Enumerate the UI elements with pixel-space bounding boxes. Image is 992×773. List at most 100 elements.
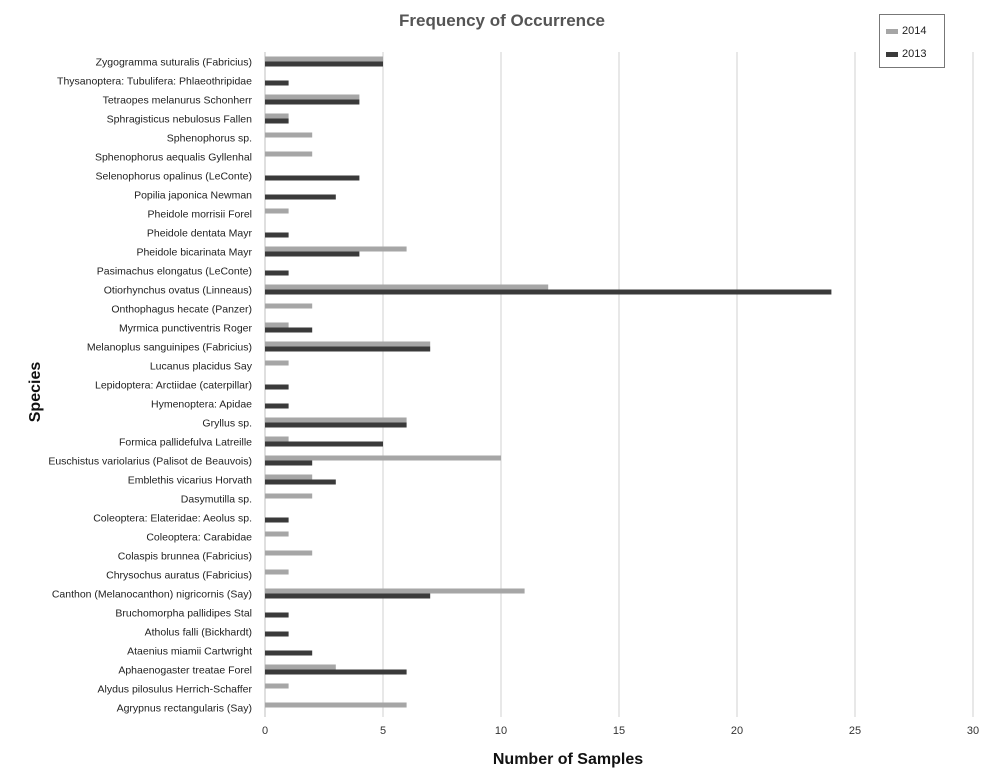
bar-2013-28 xyxy=(265,593,431,599)
bar-2014-4 xyxy=(265,132,313,138)
bar-2014-2 xyxy=(265,94,360,100)
bar-2013-6 xyxy=(265,175,360,181)
category-label-33: Alydus pilosulus Herrich-Schaffer xyxy=(98,684,253,696)
x-axis-title: Number of Samples xyxy=(493,751,643,768)
bar-2014-15 xyxy=(265,341,431,347)
bar-2014-34 xyxy=(265,702,407,708)
category-label-34: Agrypnus rectangularis (Say) xyxy=(117,703,252,715)
bar-2014-19 xyxy=(265,417,407,423)
category-label-4: Sphenophorus sp. xyxy=(167,133,252,145)
bar-2014-8 xyxy=(265,208,289,214)
category-label-26: Colaspis brunnea (Fabricius) xyxy=(118,551,252,563)
bar-2014-12 xyxy=(265,284,549,290)
bar-2013-31 xyxy=(265,650,313,656)
bar-2014-13 xyxy=(265,303,313,309)
x-tick-label-30: 30 xyxy=(967,725,979,737)
bar-2014-32 xyxy=(265,664,336,670)
bar-2014-21 xyxy=(265,455,501,461)
legend-label-2014: 2014 xyxy=(902,25,927,37)
category-label-5: Sphenophorus aequalis Gyllenhal xyxy=(95,152,252,164)
category-label-3: Sphragisticus nebulosus Fallen xyxy=(107,114,252,126)
category-label-11: Pasimachus elongatus (LeConte) xyxy=(97,266,252,278)
legend-entry-2014: 2014 xyxy=(886,24,926,38)
bar-2013-15 xyxy=(265,346,431,352)
bar-2014-14 xyxy=(265,322,289,328)
bar-2013-22 xyxy=(265,479,336,485)
bar-2013-24 xyxy=(265,517,289,523)
x-tick-labels: 0 5 10 15 20 25 30 xyxy=(262,725,979,737)
bar-2014-10 xyxy=(265,246,407,252)
category-label-27: Chrysochus auratus (Fabricius) xyxy=(106,570,252,582)
y-axis-title: Species xyxy=(27,362,44,423)
legend: 2014 2013 xyxy=(879,14,945,68)
category-label-2: Tetraopes melanurus Schonherr xyxy=(103,95,253,107)
bar-2013-2 xyxy=(265,99,360,105)
chart-title: Frequency of Occurrence xyxy=(399,11,605,30)
category-label-21: Euschistus variolarius (Palisot de Beauv… xyxy=(48,456,252,468)
bar-2014-5 xyxy=(265,151,313,157)
x-tick-label-15: 15 xyxy=(613,725,625,737)
bar-2013-19 xyxy=(265,422,407,428)
bar-2013-7 xyxy=(265,194,336,200)
bar-2013-10 xyxy=(265,251,360,257)
bar-2013-30 xyxy=(265,631,289,637)
legend-entry-2013: 2013 xyxy=(886,47,926,61)
category-label-19: Gryllus sp. xyxy=(202,418,252,430)
bar-2013-0 xyxy=(265,61,383,67)
bar-2013-1 xyxy=(265,80,289,86)
category-label-0: Zygogramma suturalis (Fabricius) xyxy=(96,57,252,69)
category-label-32: Aphaenogaster treatae Forel xyxy=(118,665,252,677)
x-tick-label-0: 0 xyxy=(262,725,268,737)
bar-2014-20 xyxy=(265,436,289,442)
bar-2014-28 xyxy=(265,588,525,594)
category-label-18: Hymenoptera: Apidae xyxy=(151,399,252,411)
category-label-14: Myrmica punctiventris Roger xyxy=(119,323,253,335)
bar-2013-11 xyxy=(265,270,289,276)
category-label-20: Formica pallidefulva Latreille xyxy=(119,437,252,449)
bar-2014-16 xyxy=(265,360,289,366)
bar-2013-17 xyxy=(265,384,289,390)
category-label-23: Dasymutilla sp. xyxy=(181,494,252,506)
category-label-29: Bruchomorpha pallidipes Stal xyxy=(115,608,252,620)
bar-2013-20 xyxy=(265,441,383,447)
bar-2014-25 xyxy=(265,531,289,537)
legend-swatch-2014 xyxy=(886,28,898,34)
category-label-6: Selenophorus opalinus (LeConte) xyxy=(96,171,252,183)
bar-2014-22 xyxy=(265,474,313,480)
bar-2014-3 xyxy=(265,113,289,119)
category-label-8: Pheidole morrisii Forel xyxy=(148,209,252,221)
category-label-31: Ataenius miamii Cartwright xyxy=(127,646,252,658)
bar-2013-21 xyxy=(265,460,313,466)
category-label-17: Lepidoptera: Arctiidae (caterpillar) xyxy=(95,380,252,392)
x-tick-label-20: 20 xyxy=(731,725,743,737)
legend-label-2013: 2013 xyxy=(902,48,927,60)
category-label-16: Lucanus placidus Say xyxy=(150,361,253,373)
gridlines xyxy=(264,52,974,717)
category-labels: Zygogramma suturalis (Fabricius) Thysanop… xyxy=(48,57,252,715)
bar-2013-9 xyxy=(265,232,289,238)
bar-2013-32 xyxy=(265,669,407,675)
x-tick-label-25: 25 xyxy=(849,725,861,737)
category-label-12: Otiorhynchus ovatus (Linneaus) xyxy=(104,285,252,297)
bar-2013-3 xyxy=(265,118,289,124)
category-label-10: Pheidole bicarinata Mayr xyxy=(136,247,252,259)
bar-2014-33 xyxy=(265,683,289,689)
x-tick-label-5: 5 xyxy=(380,725,386,737)
bar-2014-23 xyxy=(265,493,313,499)
bar-2013-29 xyxy=(265,612,289,618)
category-label-22: Emblethis vicarius Horvath xyxy=(128,475,252,487)
category-label-30: Atholus falli (Bickhardt) xyxy=(145,627,252,639)
category-label-7: Popilia japonica Newman xyxy=(134,190,252,202)
bars xyxy=(265,56,832,708)
bar-2014-0 xyxy=(265,56,383,62)
bar-2013-12 xyxy=(265,289,832,295)
bar-2014-26 xyxy=(265,550,313,556)
category-label-1: Thysanoptera: Tubulifera: Phlaeothripida… xyxy=(57,76,252,88)
category-label-25: Coleoptera: Carabidae xyxy=(146,532,252,544)
category-label-13: Onthophagus hecate (Panzer) xyxy=(111,304,252,316)
bar-2013-18 xyxy=(265,403,289,409)
legend-swatch-2013 xyxy=(886,51,898,57)
category-label-9: Pheidole dentata Mayr xyxy=(147,228,253,240)
bar-2013-14 xyxy=(265,327,313,333)
